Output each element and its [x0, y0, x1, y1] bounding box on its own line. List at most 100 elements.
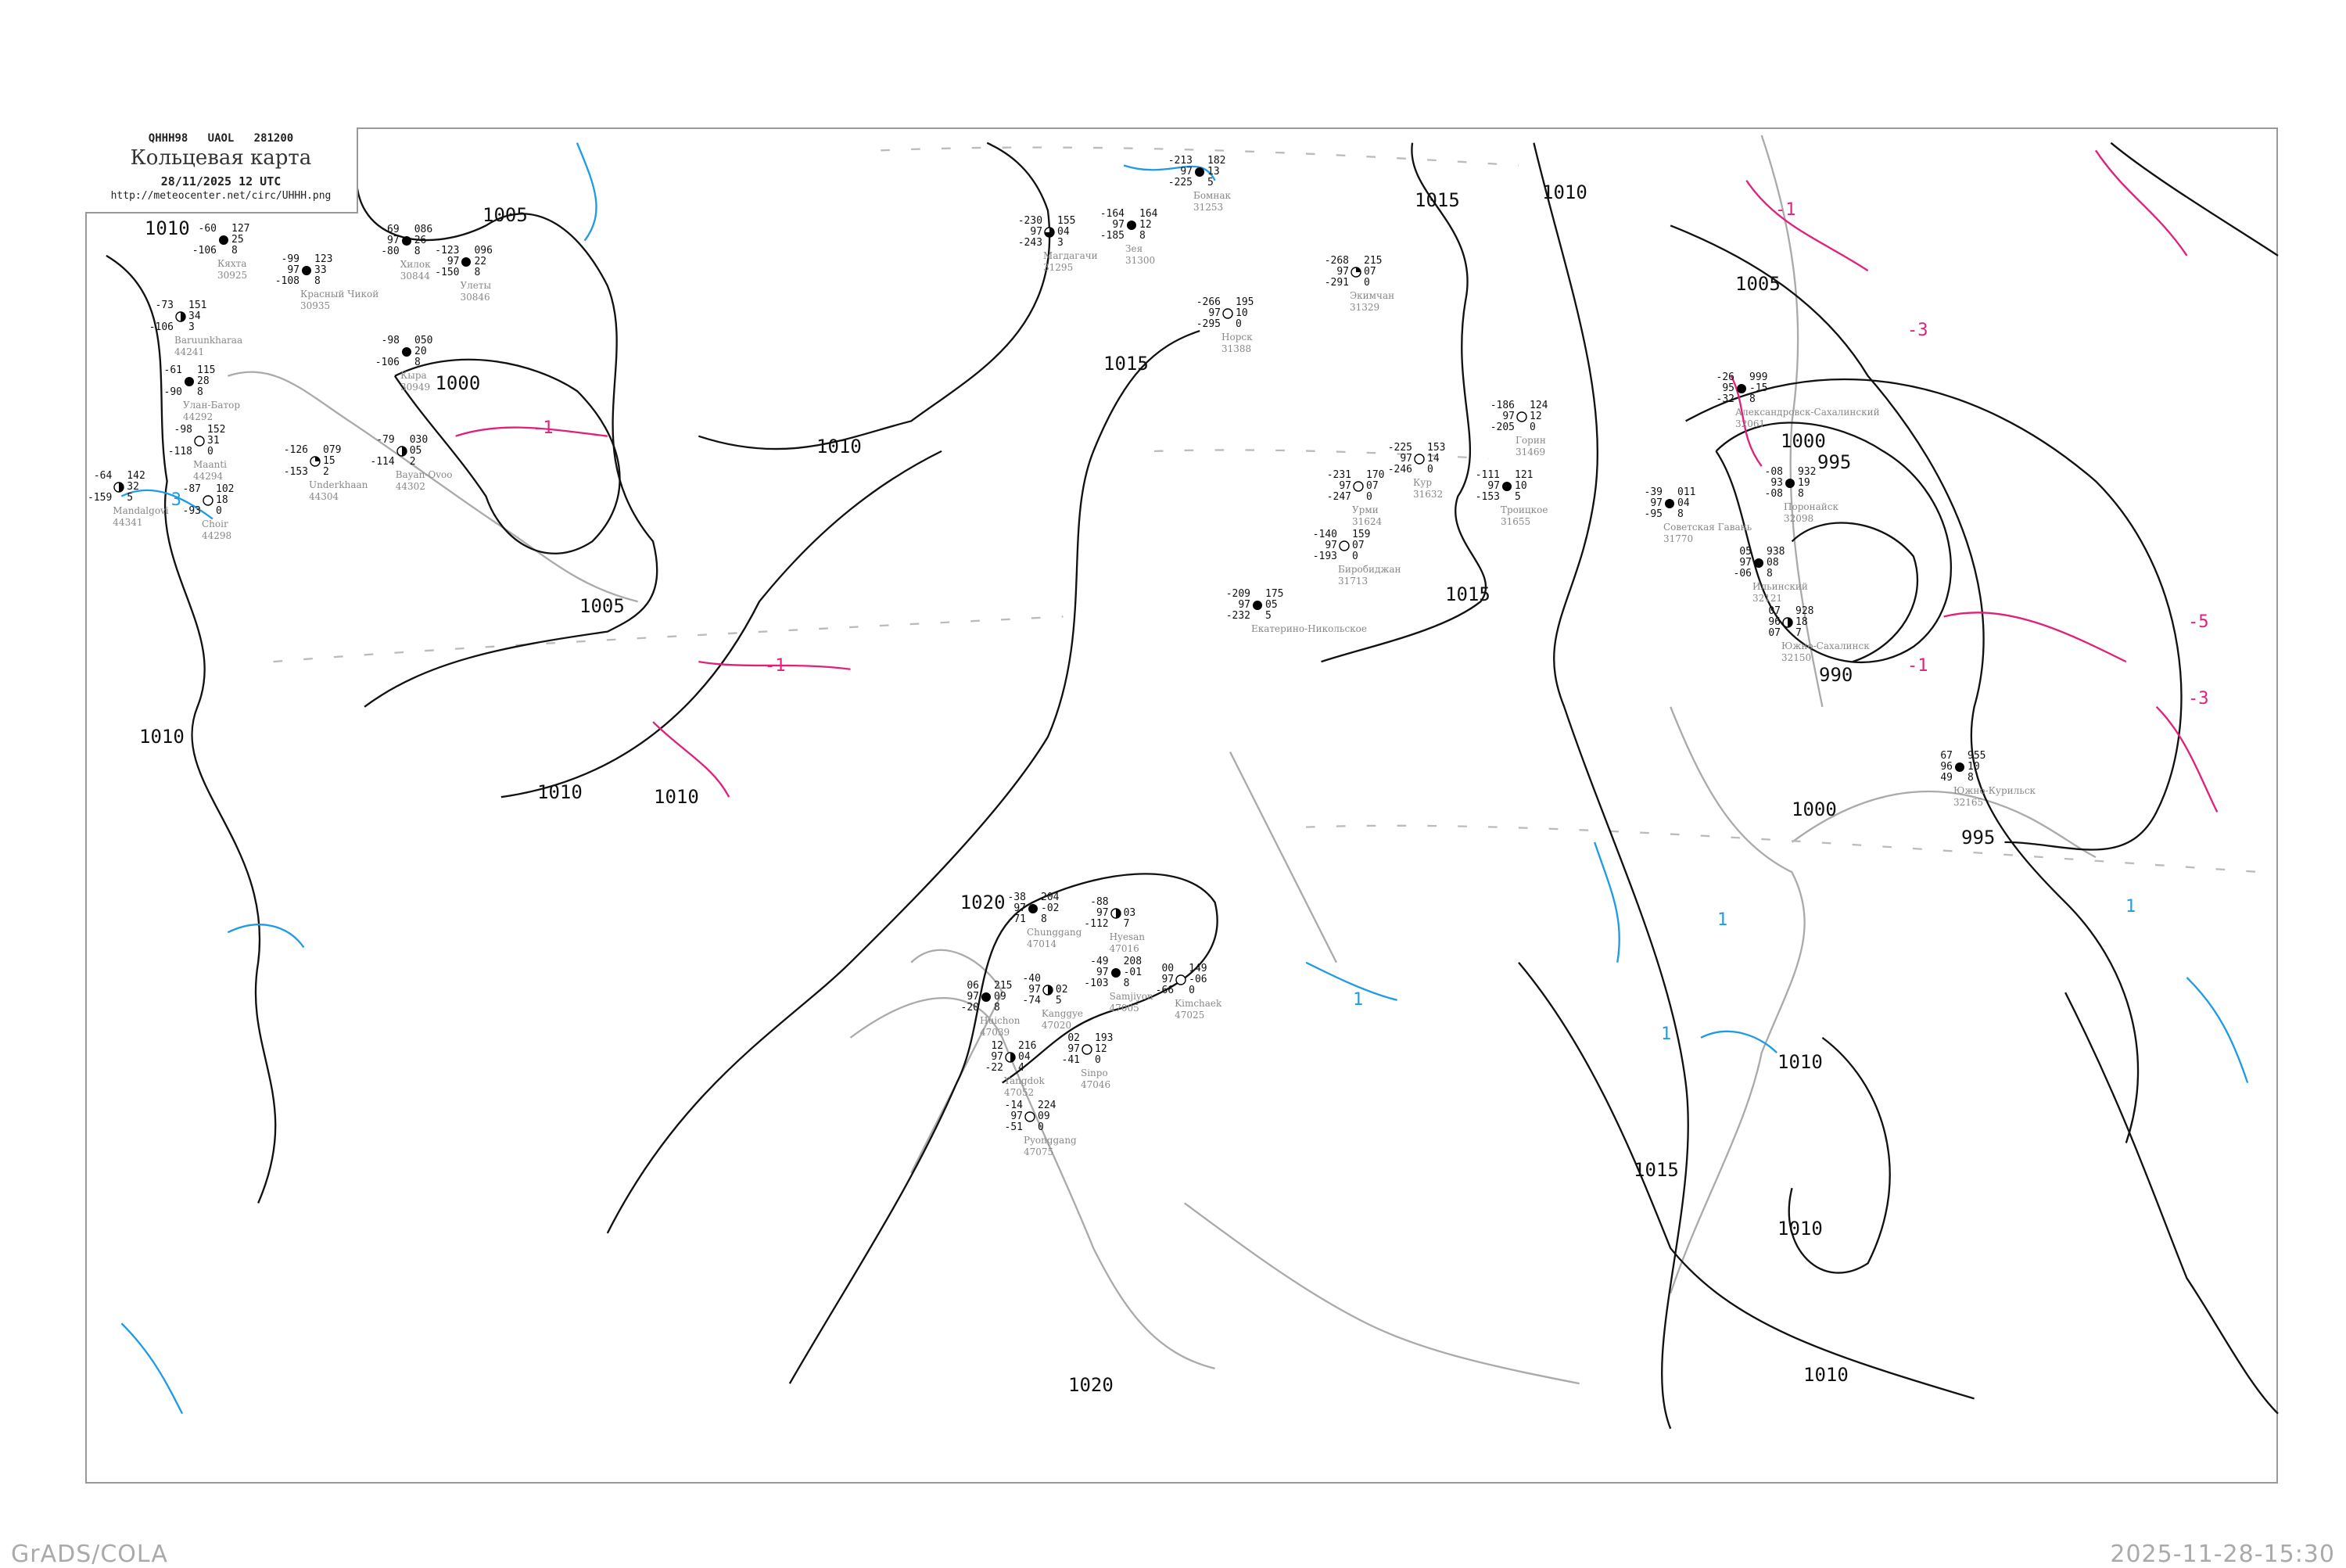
cloud-cover-icon [1737, 384, 1746, 393]
station-vis: 97 [1096, 967, 1109, 978]
station-n: 5 [1265, 610, 1272, 622]
latitude-lines [273, 146, 2263, 874]
isobar-label: 1010 [1777, 1218, 1823, 1240]
station-t: -60 [198, 223, 217, 235]
station-p: 149 [1189, 963, 1207, 974]
station-name: Ильинский [1752, 581, 1808, 592]
isotherm-label: -3 [2188, 689, 2209, 709]
station-td: -51 [1004, 1121, 1023, 1133]
station-t: 05 [1739, 546, 1752, 558]
station-index: 47039 [980, 1027, 1010, 1038]
cloud-cover-icon [1339, 540, 1350, 551]
station-index: 31469 [1516, 447, 1546, 457]
isotherm-label: 1 [1353, 990, 1364, 1010]
station-tend: 10 [1968, 761, 1980, 773]
station-vis: 96 [1940, 761, 1953, 773]
station-name: Кур [1413, 477, 1433, 488]
station-index: 44292 [183, 411, 213, 422]
station-td: -08 [1764, 488, 1783, 500]
station-td: -159 [87, 492, 113, 504]
cloud-cover-icon [981, 992, 991, 1002]
station-name: Улан-Батор [183, 400, 241, 411]
station-index: 47052 [1004, 1087, 1035, 1098]
cloud-cover-icon [1665, 499, 1674, 508]
station-t: 12 [991, 1040, 1003, 1052]
station-t: -230 [1017, 215, 1043, 227]
station-p: 215 [994, 980, 1013, 992]
station-name: Sinpo [1081, 1067, 1108, 1078]
station-td: -118 [167, 446, 192, 457]
isotherms-negative [455, 149, 2219, 813]
station-name: Choir [202, 518, 228, 529]
station-index: 44298 [202, 530, 232, 541]
station-td: -112 [1084, 918, 1109, 930]
station-vis: 95 [1722, 382, 1734, 394]
station-tend: -06 [1189, 974, 1207, 985]
station-td: -20 [960, 1002, 979, 1014]
cloud-cover-icon [310, 456, 321, 467]
station-t: -213 [1168, 155, 1193, 167]
station-n: 8 [231, 245, 238, 257]
isotherm-label: -5 [2188, 612, 2209, 632]
station-n: 7 [1795, 627, 1802, 639]
station-tend: 19 [1798, 477, 1810, 489]
station-n: 8 [414, 357, 421, 368]
cloud-cover-icon [401, 236, 411, 246]
isobar-label: 1015 [1103, 353, 1149, 375]
station-name: Pyonggang [1024, 1135, 1077, 1146]
station-tend: 07 [1366, 480, 1379, 492]
station-tend: 12 [1139, 219, 1152, 231]
station-n: 0 [1189, 985, 1195, 996]
station-td: -291 [1324, 277, 1349, 289]
station-p: 170 [1366, 469, 1385, 481]
station-td: -232 [1225, 610, 1250, 622]
station-name: Bayan-Ovoo [395, 469, 453, 480]
map-title: Кольцевая карта [130, 146, 312, 170]
station-td: -193 [1312, 551, 1337, 562]
station-vis: 97 [1028, 984, 1041, 996]
station-index: 31295 [1043, 262, 1074, 273]
station-name: Кыра [400, 370, 427, 381]
station-p: 216 [1018, 1040, 1037, 1052]
station-td: -74 [1022, 995, 1041, 1006]
station-tend: 28 [197, 375, 210, 387]
station-n: 0 [1364, 277, 1370, 289]
cloud-cover-icon [1175, 974, 1186, 985]
cloud-cover-icon [175, 311, 186, 322]
station-p: 153 [1427, 442, 1446, 454]
station-index: 30846 [460, 292, 490, 303]
station-t: -40 [1022, 973, 1041, 985]
station-t: -79 [376, 434, 395, 446]
station-tend: 05 [1265, 599, 1278, 611]
station-td: -185 [1099, 230, 1125, 242]
isobar-label: 1015 [1415, 189, 1460, 211]
station-name: Chunggang [1027, 927, 1082, 938]
cloud-cover-icon [1195, 167, 1204, 177]
station-td: -22 [985, 1062, 1003, 1074]
map-header: QHHH98 UAOL 281200 Кольцевая карта 28/11… [85, 127, 358, 213]
isotherm-label: 1 [1717, 910, 1728, 930]
station-t: -98 [381, 335, 400, 346]
station-p: 096 [474, 245, 493, 257]
station-index: 47025 [1175, 1010, 1205, 1021]
station-index: 47020 [1041, 1020, 1072, 1031]
station-name: Зея [1125, 243, 1143, 254]
cloud-cover-icon [1253, 601, 1262, 610]
isobar-label: 1015 [1634, 1159, 1679, 1181]
station-index: 47005 [1109, 1003, 1139, 1014]
station-n: 5 [1515, 491, 1521, 503]
station-t: -140 [1312, 529, 1337, 540]
station-n: 0 [1352, 551, 1358, 562]
station-index: 31632 [1413, 489, 1444, 500]
station-index: 31388 [1221, 343, 1252, 354]
station-p: 175 [1265, 588, 1284, 600]
station-t: -99 [281, 253, 300, 265]
station-n: 0 [207, 446, 213, 457]
cloud-cover-icon [113, 482, 124, 493]
station-tend: 13 [1207, 166, 1220, 178]
station-tend: 07 [1352, 540, 1365, 551]
station-tend: 07 [1364, 266, 1376, 278]
station-vis: 97 [967, 991, 979, 1003]
station-td: -205 [1490, 422, 1515, 433]
station-t: -231 [1326, 469, 1351, 481]
